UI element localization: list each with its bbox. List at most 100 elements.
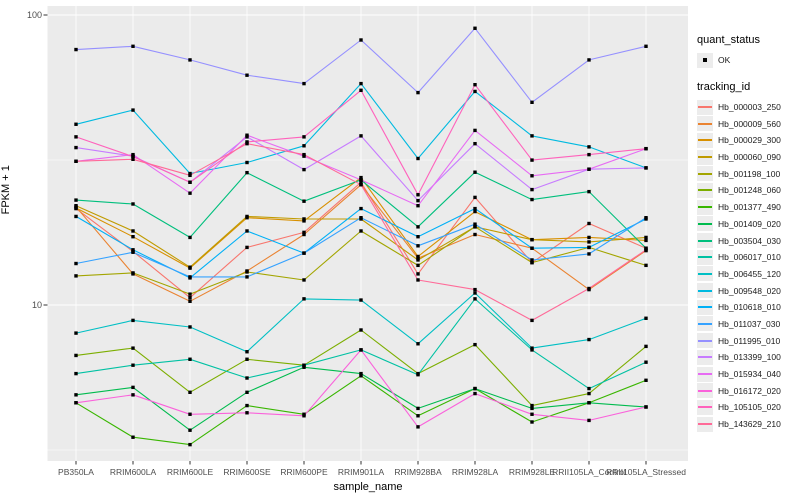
data-point	[302, 152, 306, 157]
x-tick-label-RRIM928LE: RRIM928LE	[508, 467, 556, 477]
data-point	[359, 178, 363, 182]
legend-entry-label: Hb_105105_020	[718, 402, 781, 413]
data-point	[245, 73, 249, 77]
data-point	[587, 401, 591, 405]
legend-entry-Hb_105105_020: Hb_105105_020	[697, 399, 797, 416]
legend-key-line-icon	[697, 149, 713, 165]
data-point	[359, 216, 363, 220]
legend-entry-Hb_003504_030: Hb_003504_030	[697, 232, 797, 249]
data-point	[131, 108, 135, 112]
data-point	[74, 353, 78, 358]
data-point	[416, 90, 420, 95]
data-point	[416, 342, 420, 346]
data-point	[587, 252, 591, 256]
data-point	[188, 292, 192, 296]
legend-key-line-icon	[697, 266, 713, 282]
data-point	[473, 170, 477, 174]
data-point	[359, 229, 363, 233]
legend-entry-label: Hb_001248_060	[718, 185, 781, 196]
data-point	[302, 278, 306, 282]
data-point	[188, 171, 192, 176]
data-point	[131, 385, 135, 390]
legend-key-line-icon	[697, 349, 713, 365]
legend-entry-label: Hb_011995_010	[718, 335, 781, 346]
data-point	[131, 250, 135, 254]
data-point	[131, 202, 135, 206]
legend-entry-Hb_006455_120: Hb_006455_120	[697, 266, 797, 283]
data-point	[530, 237, 534, 242]
data-point	[131, 248, 135, 252]
legend-key-line-icon	[697, 116, 713, 132]
data-point	[74, 331, 78, 335]
data-point	[587, 391, 591, 396]
data-point	[245, 214, 249, 219]
data-point	[131, 44, 135, 48]
data-point	[188, 428, 192, 432]
data-point	[131, 363, 135, 367]
legend-key-line-icon	[697, 249, 713, 265]
data-point	[302, 297, 306, 301]
data-point	[302, 199, 306, 203]
legend-entry-label: Hb_010618_010	[718, 302, 781, 313]
data-point	[302, 363, 306, 367]
data-point	[188, 299, 192, 303]
legend-entry-Hb_143629_210: Hb_143629_210	[697, 416, 797, 433]
x-axis-title: sample_name	[333, 481, 403, 493]
x-tick-label-RRIM600LA: RRIM600LA	[109, 467, 157, 477]
data-point	[644, 263, 648, 268]
x-tick-label-RRIM600PE: RRIM600PE	[280, 467, 328, 477]
data-point	[131, 318, 135, 323]
data-point	[245, 350, 249, 354]
data-point	[245, 229, 249, 233]
legend-key-line-icon	[697, 99, 713, 115]
legend-entry-Hb_001198_100: Hb_001198_100	[697, 165, 797, 182]
ok-point-icon	[697, 52, 713, 68]
data-point	[530, 197, 534, 202]
data-point	[416, 156, 420, 161]
legend-entry-label: Hb_001409_020	[718, 218, 781, 229]
legend-key-line-icon	[697, 233, 713, 249]
legend-entry-label: Hb_006017_010	[718, 252, 781, 263]
data-point	[473, 195, 477, 200]
legend-entry-Hb_001248_060: Hb_001248_060	[697, 182, 797, 199]
data-point	[359, 81, 363, 86]
data-point	[644, 316, 648, 320]
legend-title-tracking-id: tracking_id	[697, 80, 751, 93]
data-point	[587, 235, 591, 240]
tracking-id-legend-rows: Hb_000003_250 Hb_000009_560 Hb_000029_300 H…	[697, 99, 797, 433]
data-point	[74, 401, 78, 405]
data-point	[530, 348, 534, 352]
data-point	[188, 412, 192, 416]
data-point	[245, 411, 249, 415]
legend-entry-Hb_000029_300: Hb_000029_300	[697, 132, 797, 149]
panel-background	[47, 6, 688, 461]
data-point	[416, 198, 420, 203]
data-point	[188, 325, 192, 329]
data-point	[359, 206, 363, 211]
data-point	[587, 337, 591, 342]
legend-entry-Hb_010618_010: Hb_010618_010	[697, 299, 797, 316]
data-point	[587, 145, 591, 149]
data-point	[416, 414, 420, 418]
data-point	[188, 390, 192, 394]
legend-entry-label: Hb_016172_020	[718, 385, 781, 396]
data-point	[587, 240, 591, 244]
data-point	[587, 167, 591, 171]
data-point	[473, 287, 477, 292]
data-point	[74, 203, 78, 208]
legend-entry-Hb_000009_560: Hb_000009_560	[697, 115, 797, 132]
data-point	[359, 38, 363, 42]
legend-entry-label: Hb_143629_210	[718, 419, 781, 430]
x-tick-label-RRIM901LA: RRIM901LA	[337, 467, 385, 477]
data-point	[473, 342, 477, 347]
data-point	[131, 229, 135, 233]
data-point	[359, 328, 363, 332]
x-tick-label-RRII105LA_Stressed: RRII105LA_Stressed	[606, 467, 686, 477]
legend-entry-ok: OK	[697, 52, 797, 69]
data-point	[416, 234, 420, 239]
x-tick-label-RRIM928LA: RRIM928LA	[451, 467, 499, 477]
legend-entry-Hb_006017_010: Hb_006017_010	[697, 249, 797, 266]
legend-key-line-icon	[697, 366, 713, 382]
legend-entry-label: Hb_015934_040	[718, 369, 781, 380]
